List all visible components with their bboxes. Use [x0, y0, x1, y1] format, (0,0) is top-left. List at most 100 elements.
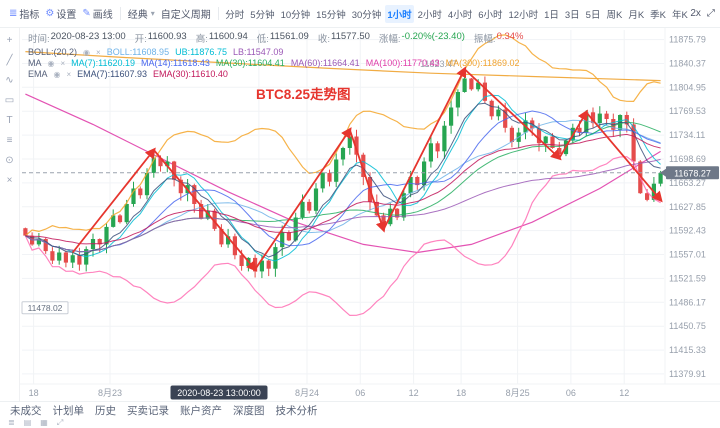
svg-text:8月25: 8月25: [506, 388, 530, 398]
timeframe-周K[interactable]: 周K: [606, 9, 623, 21]
current-price-value: 11678.27: [674, 168, 711, 178]
svg-text:11521.59: 11521.59: [669, 273, 706, 283]
bottom-panel: 未成交 计划单 历史 买卖记录 账户资产 深度图 技术分析 ≣ ▤ ▦ ⤢: [0, 401, 720, 428]
grid-layer: [20, 28, 720, 385]
chart-style-label: 经典: [127, 10, 148, 21]
layout-icon[interactable]: ▤: [23, 418, 32, 427]
current-price-tag: 11678.27: [660, 166, 719, 180]
svg-text:18: 18: [29, 388, 39, 398]
tab-技术分析[interactable]: 技术分析: [275, 405, 318, 417]
eye-icon[interactable]: ◉: [47, 58, 55, 68]
text-tool-icon[interactable]: T: [6, 115, 13, 126]
left-marker-price-value: 11478.02: [28, 303, 63, 313]
settings-button[interactable]: ⚙ 设置: [42, 4, 79, 23]
timeframe-12小时[interactable]: 12小时: [508, 9, 539, 21]
svg-text:11840.37: 11840.37: [669, 59, 706, 69]
tab-账户资产[interactable]: 账户资产: [180, 405, 222, 417]
svg-text:11769.53: 11769.53: [669, 106, 706, 116]
svg-text:11627.85: 11627.85: [669, 202, 706, 212]
fib-tool-icon[interactable]: ≡: [6, 135, 13, 146]
timeframe-30分钟[interactable]: 30分钟: [351, 9, 382, 21]
tab-买卖记录[interactable]: 买卖记录: [127, 405, 169, 417]
eye-icon[interactable]: ◉: [83, 47, 91, 57]
expand-icon[interactable]: ⤢: [56, 418, 64, 427]
svg-text:8月23: 8月23: [98, 388, 122, 398]
divider: [119, 7, 121, 20]
fullscreen-icon[interactable]: ⤢: [706, 8, 715, 19]
wave-tool-icon[interactable]: ∿: [5, 75, 14, 86]
close-icon[interactable]: ×: [66, 69, 72, 79]
bottom-tabs: 未成交 计划单 历史 买卖记录 账户资产 深度图 技术分析: [0, 402, 720, 418]
timeframe-10分钟[interactable]: 10分钟: [280, 9, 311, 21]
timeframe-5日[interactable]: 5日: [585, 9, 601, 21]
timeframe-6小时[interactable]: 6小时: [478, 9, 503, 21]
timeframe-3日[interactable]: 3日: [564, 9, 580, 21]
chevron-down-icon: ▾: [150, 9, 155, 18]
chart-main: + ╱ ∿ ▭ T ≡ ⊙ × 11875.79 11840.37 11804.95 11769.5…: [0, 28, 720, 401]
svg-text:11804.95: 11804.95: [669, 82, 706, 92]
divider: [217, 7, 219, 20]
candles-layer[interactable]: [23, 74, 663, 279]
chart-toolbar: ≣ 指标 ⚙ 设置 ✎ 画线 经典 ▾ 自定义周期 分时 5分钟 10分钟 15分钟 3…: [0, 0, 720, 28]
indicator-icon: ≣: [9, 8, 18, 19]
left-price-tag: 11478.02: [21, 301, 69, 315]
timeframe-4小时[interactable]: 4小时: [447, 9, 473, 21]
svg-text:11415.33: 11415.33: [669, 345, 706, 355]
settings-label: 设置: [56, 10, 77, 21]
tab-深度图[interactable]: 深度图: [233, 405, 265, 417]
tab-计划单[interactable]: 计划单: [52, 405, 85, 417]
chart-annotation-title[interactable]: BTC8.25走势图: [256, 86, 351, 102]
high-price-label: 11823.47: [420, 59, 457, 69]
chart-style-select[interactable]: 经典 ▾: [125, 4, 158, 23]
drawing-toolstrip: + ╱ ∿ ▭ T ≡ ⊙ ×: [0, 28, 20, 401]
timeframe-group: 分时 5分钟 10分钟 15分钟 30分钟 1小时 2小时 4小时 6小时 12小时 1日 3日 5日周…: [223, 4, 691, 23]
custom-period-button[interactable]: 自定义周期: [158, 4, 214, 23]
draw-button[interactable]: ✎ 画线: [79, 4, 115, 23]
axis-layer: 11875.79 11840.37 11804.95 11769.53 11734.11…: [29, 35, 706, 398]
svg-text:11379.91: 11379.91: [669, 369, 706, 379]
zigzag-annotation[interactable]: [71, 66, 663, 272]
clear-tool-icon[interactable]: ×: [6, 175, 13, 186]
timeframe-分时[interactable]: 分时: [225, 9, 245, 21]
timeframe-15分钟[interactable]: 15分钟: [316, 9, 346, 21]
close-icon[interactable]: ×: [96, 47, 101, 57]
timeframe-年K[interactable]: 年K: [672, 9, 688, 21]
timeframe-季K[interactable]: 季K: [650, 9, 666, 21]
svg-text:11450.75: 11450.75: [669, 321, 706, 331]
indicator-button[interactable]: ≣ 指标: [6, 4, 42, 23]
trendline-tool-icon[interactable]: ╱: [6, 55, 13, 66]
timeframe-1小时[interactable]: 1小时: [384, 4, 415, 23]
draw-label: 画线: [92, 10, 113, 21]
indicator-lines-layer: [24, 34, 661, 317]
time-tooltip-value: 2020-08-23 13:00:00: [177, 388, 261, 398]
toolbar-right: 2x ⤢ 单盘口 ▾: [690, 4, 720, 23]
orders-icon[interactable]: ≣: [8, 418, 15, 427]
tab-历史[interactable]: 历史: [95, 405, 116, 417]
zoom-level[interactable]: 2x: [690, 8, 701, 19]
annotation-layer: BTC8.25走势图 11823.47: [71, 59, 663, 272]
close-icon[interactable]: ×: [60, 58, 66, 68]
svg-text:11698.69: 11698.69: [669, 154, 706, 164]
gear-icon: ⚙: [45, 8, 55, 19]
crosshair-tool-icon[interactable]: +: [6, 35, 13, 46]
kline-chart[interactable]: 11875.79 11840.37 11804.95 11769.53 11734.11…: [20, 28, 720, 402]
svg-text:11486.17: 11486.17: [669, 297, 706, 307]
timeframe-2小时[interactable]: 2小时: [417, 9, 442, 21]
svg-text:11557.01: 11557.01: [669, 250, 706, 260]
svg-text:12: 12: [619, 388, 629, 398]
tab-未成交[interactable]: 未成交: [10, 405, 42, 417]
chart-area[interactable]: 11875.79 11840.37 11804.95 11769.53 11734.11…: [20, 28, 720, 401]
timeframe-1日[interactable]: 1日: [544, 9, 559, 21]
eye-icon[interactable]: ◉: [53, 69, 61, 79]
timeframe-月K[interactable]: 月K: [628, 9, 645, 21]
svg-text:11592.43: 11592.43: [669, 226, 706, 236]
circle-tool-icon[interactable]: ⊙: [5, 155, 14, 166]
rect-tool-icon[interactable]: ▭: [4, 95, 15, 106]
svg-text:06: 06: [355, 388, 365, 398]
timeframe-5分钟[interactable]: 5分钟: [250, 9, 275, 21]
grid-icon[interactable]: ▦: [40, 418, 48, 427]
svg-text:11875.79: 11875.79: [669, 35, 706, 45]
svg-text:8月24: 8月24: [295, 388, 319, 398]
svg-text:11663.27: 11663.27: [669, 178, 706, 188]
